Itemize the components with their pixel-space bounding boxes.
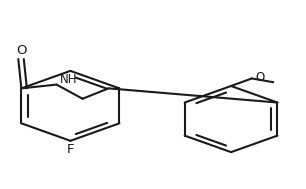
Text: F: F	[67, 143, 74, 156]
Text: O: O	[256, 71, 265, 84]
Text: O: O	[16, 44, 26, 57]
Text: NH: NH	[60, 73, 77, 86]
